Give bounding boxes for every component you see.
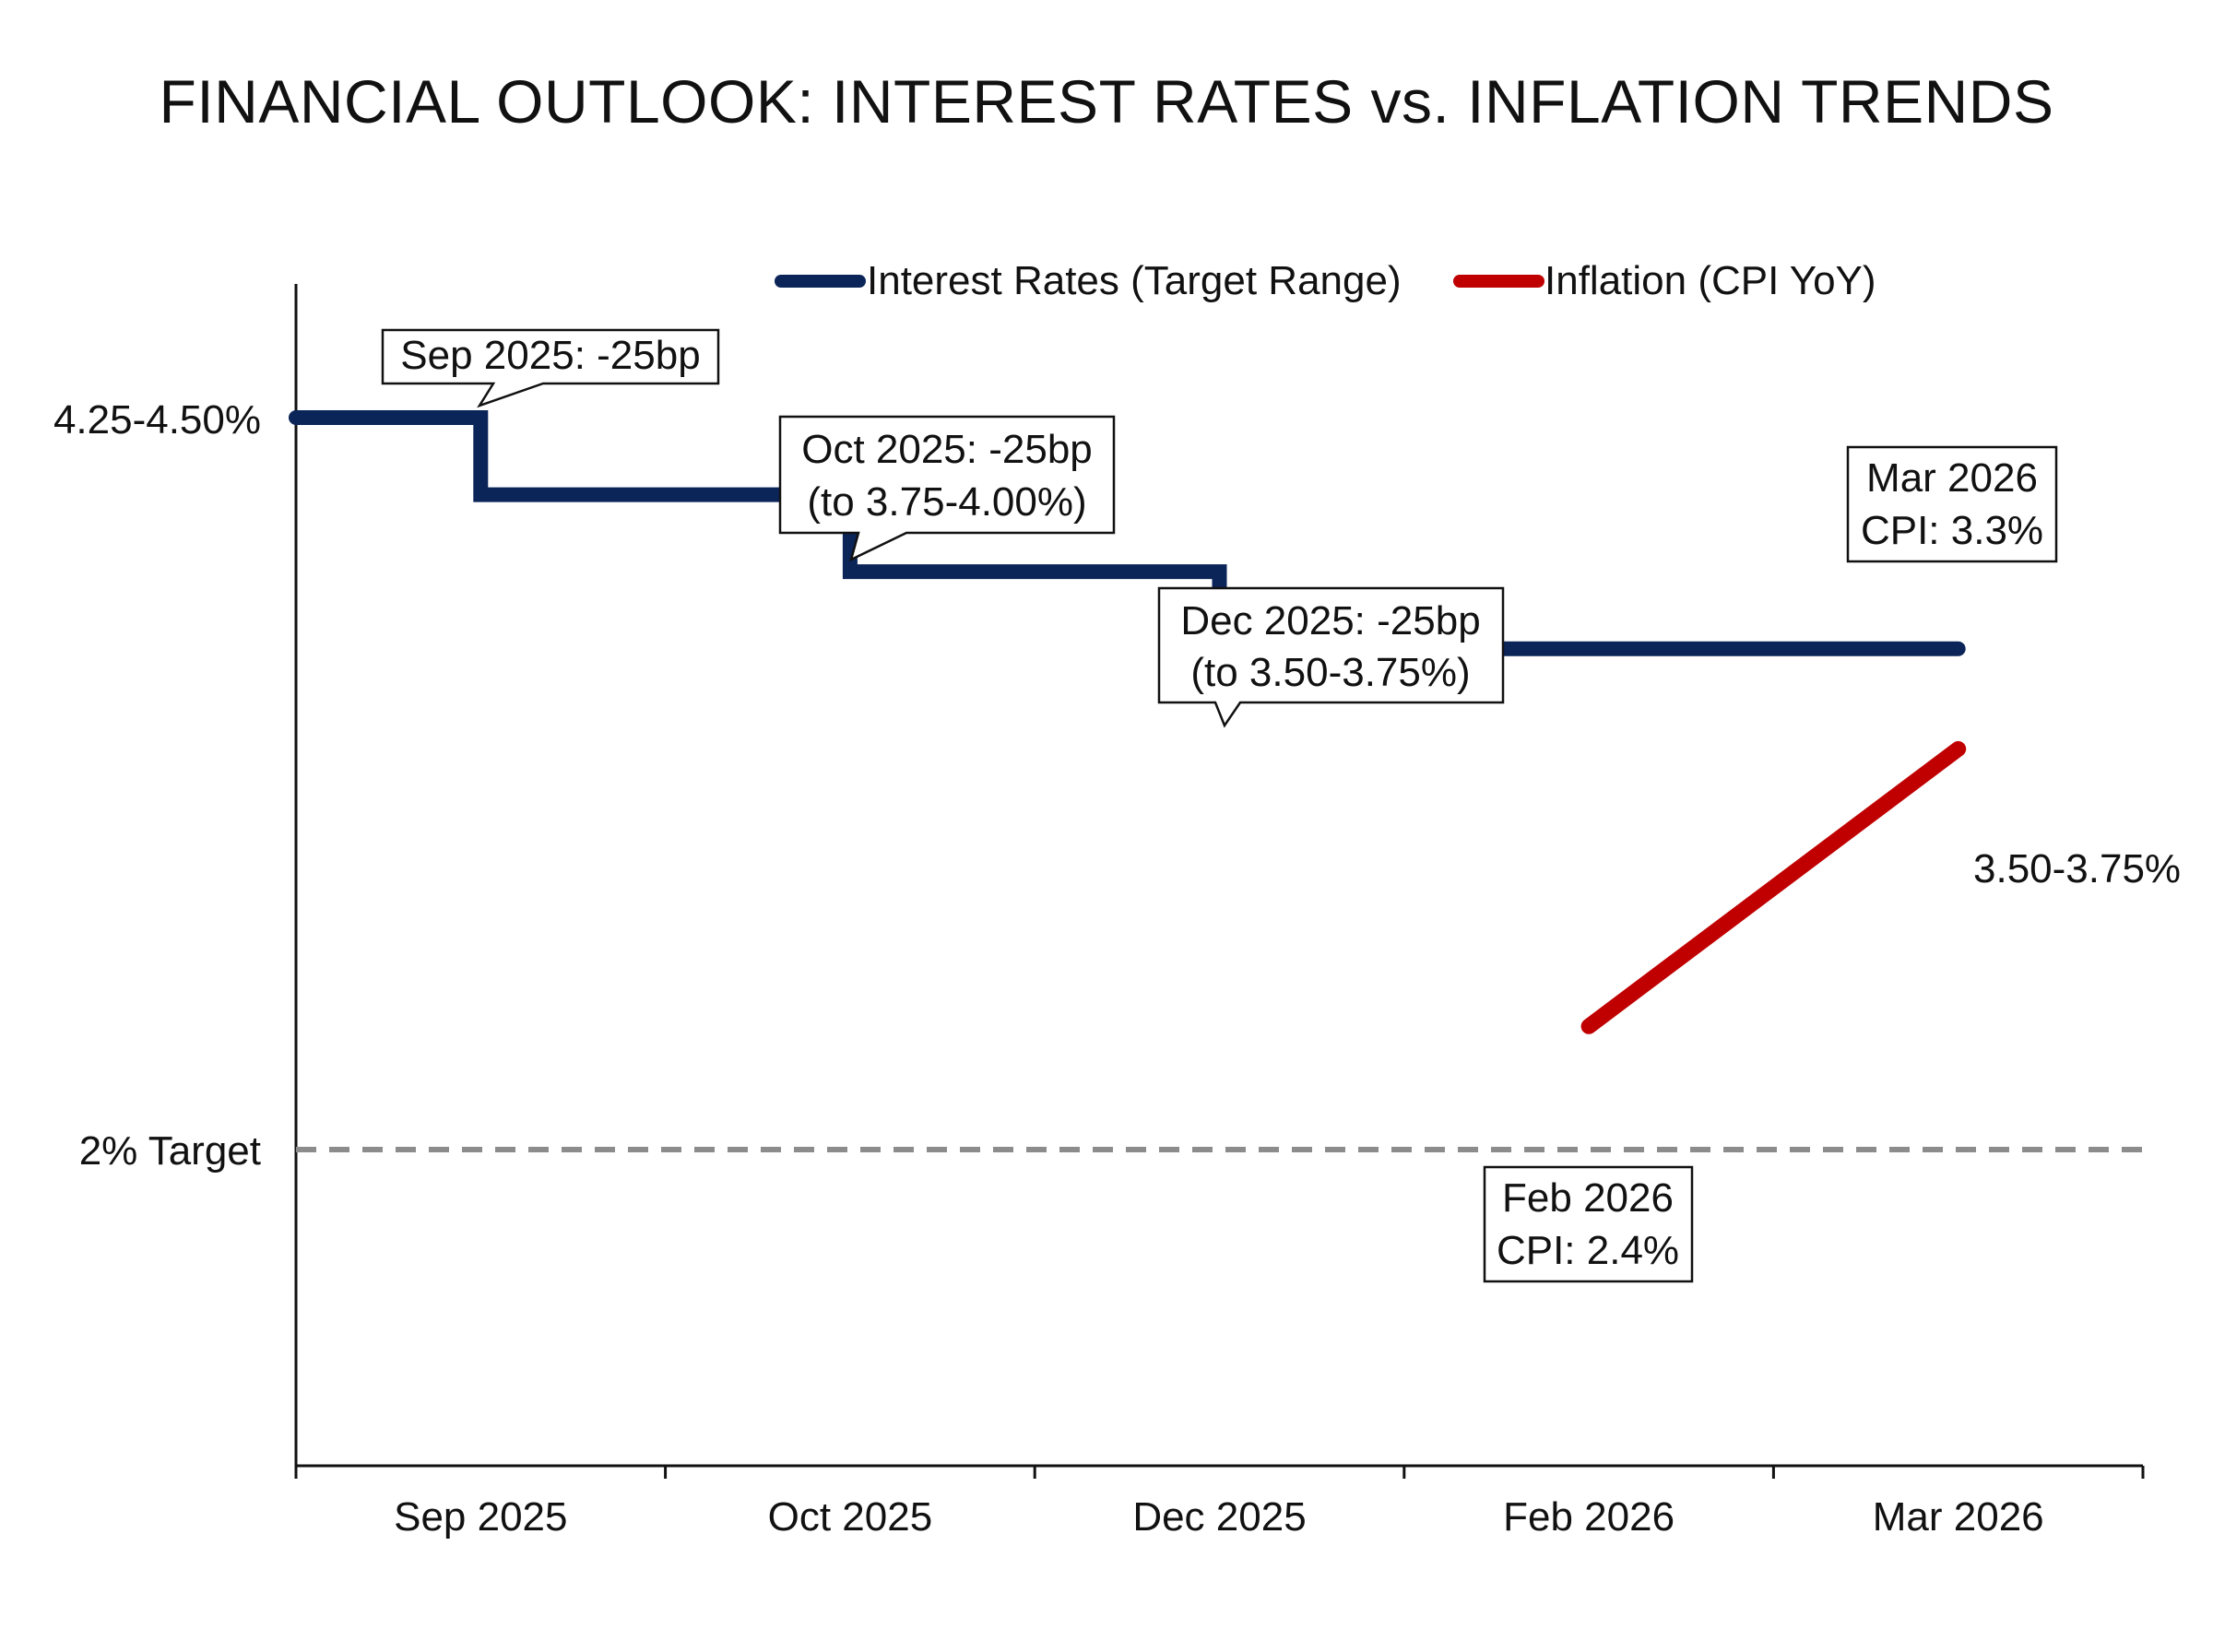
x-tick-label: Sep 2025 xyxy=(394,1494,567,1540)
callout-feb: Feb 2026 CPI: 2.4% xyxy=(1483,1165,1694,1283)
callout-sep: Sep 2025: -25bp xyxy=(381,328,720,408)
series-line-inflation xyxy=(1580,740,1967,1034)
callout-sep-box xyxy=(381,328,720,408)
callout-dec: Dec 2025: -25bp (to 3.50-3.75%) xyxy=(1157,586,1505,728)
rates-end-label: 3.50-3.75% xyxy=(1973,846,2181,891)
legend-label-inflation: Inflation (CPI YoY) xyxy=(1544,258,1876,303)
y-label-rates-start: 4.25-4.50% xyxy=(53,397,261,442)
series-layer xyxy=(289,410,1967,1034)
callout-feb-line-1: Feb 2026 xyxy=(1502,1175,1674,1221)
y-label-target: 2% Target xyxy=(79,1128,261,1174)
callout-mar-line-1: Mar 2026 xyxy=(1866,455,2038,501)
callout-dec-box xyxy=(1157,586,1505,728)
x-axis-tick-labels: Sep 2025 Oct 2025 Dec 2025 Feb 2026 Mar 2026 xyxy=(394,1494,2044,1540)
x-tick-label: Feb 2026 xyxy=(1503,1494,1675,1540)
x-axis-ticks xyxy=(294,1466,2145,1479)
callout-oct-line-2: (to 3.75-4.00%) xyxy=(807,479,1086,525)
callout-mar-box xyxy=(1846,445,2058,563)
series-line-interest-rates xyxy=(289,410,1966,656)
callout-sep-line-1: Sep 2025: -25bp xyxy=(400,333,700,378)
legend: Interest Rates (Target Range) Inflation … xyxy=(775,258,1876,303)
callout-feb-box xyxy=(1483,1165,1694,1283)
x-tick-label: Mar 2026 xyxy=(1873,1494,2044,1540)
x-tick-label: Dec 2025 xyxy=(1132,1494,1306,1540)
callout-oct-box xyxy=(778,415,1116,562)
callout-oct: Oct 2025: -25bp (to 3.75-4.00%) xyxy=(778,415,1116,562)
chart-title: FINANCIAL OUTLOOK: INTEREST RATES vs. IN… xyxy=(159,67,2054,136)
callout-mar-line-2: CPI: 3.3% xyxy=(1861,508,2043,553)
callout-feb-line-2: CPI: 2.4% xyxy=(1497,1228,1679,1273)
legend-label-rates: Interest Rates (Target Range) xyxy=(867,258,1402,303)
callout-oct-line-1: Oct 2025: -25bp xyxy=(801,427,1093,472)
callout-dec-line-2: (to 3.50-3.75%) xyxy=(1190,650,1470,695)
callout-dec-line-1: Dec 2025: -25bp xyxy=(1180,598,1480,643)
callout-mar: Mar 2026 CPI: 3.3% xyxy=(1846,445,2058,563)
x-tick-label: Oct 2025 xyxy=(768,1494,933,1540)
